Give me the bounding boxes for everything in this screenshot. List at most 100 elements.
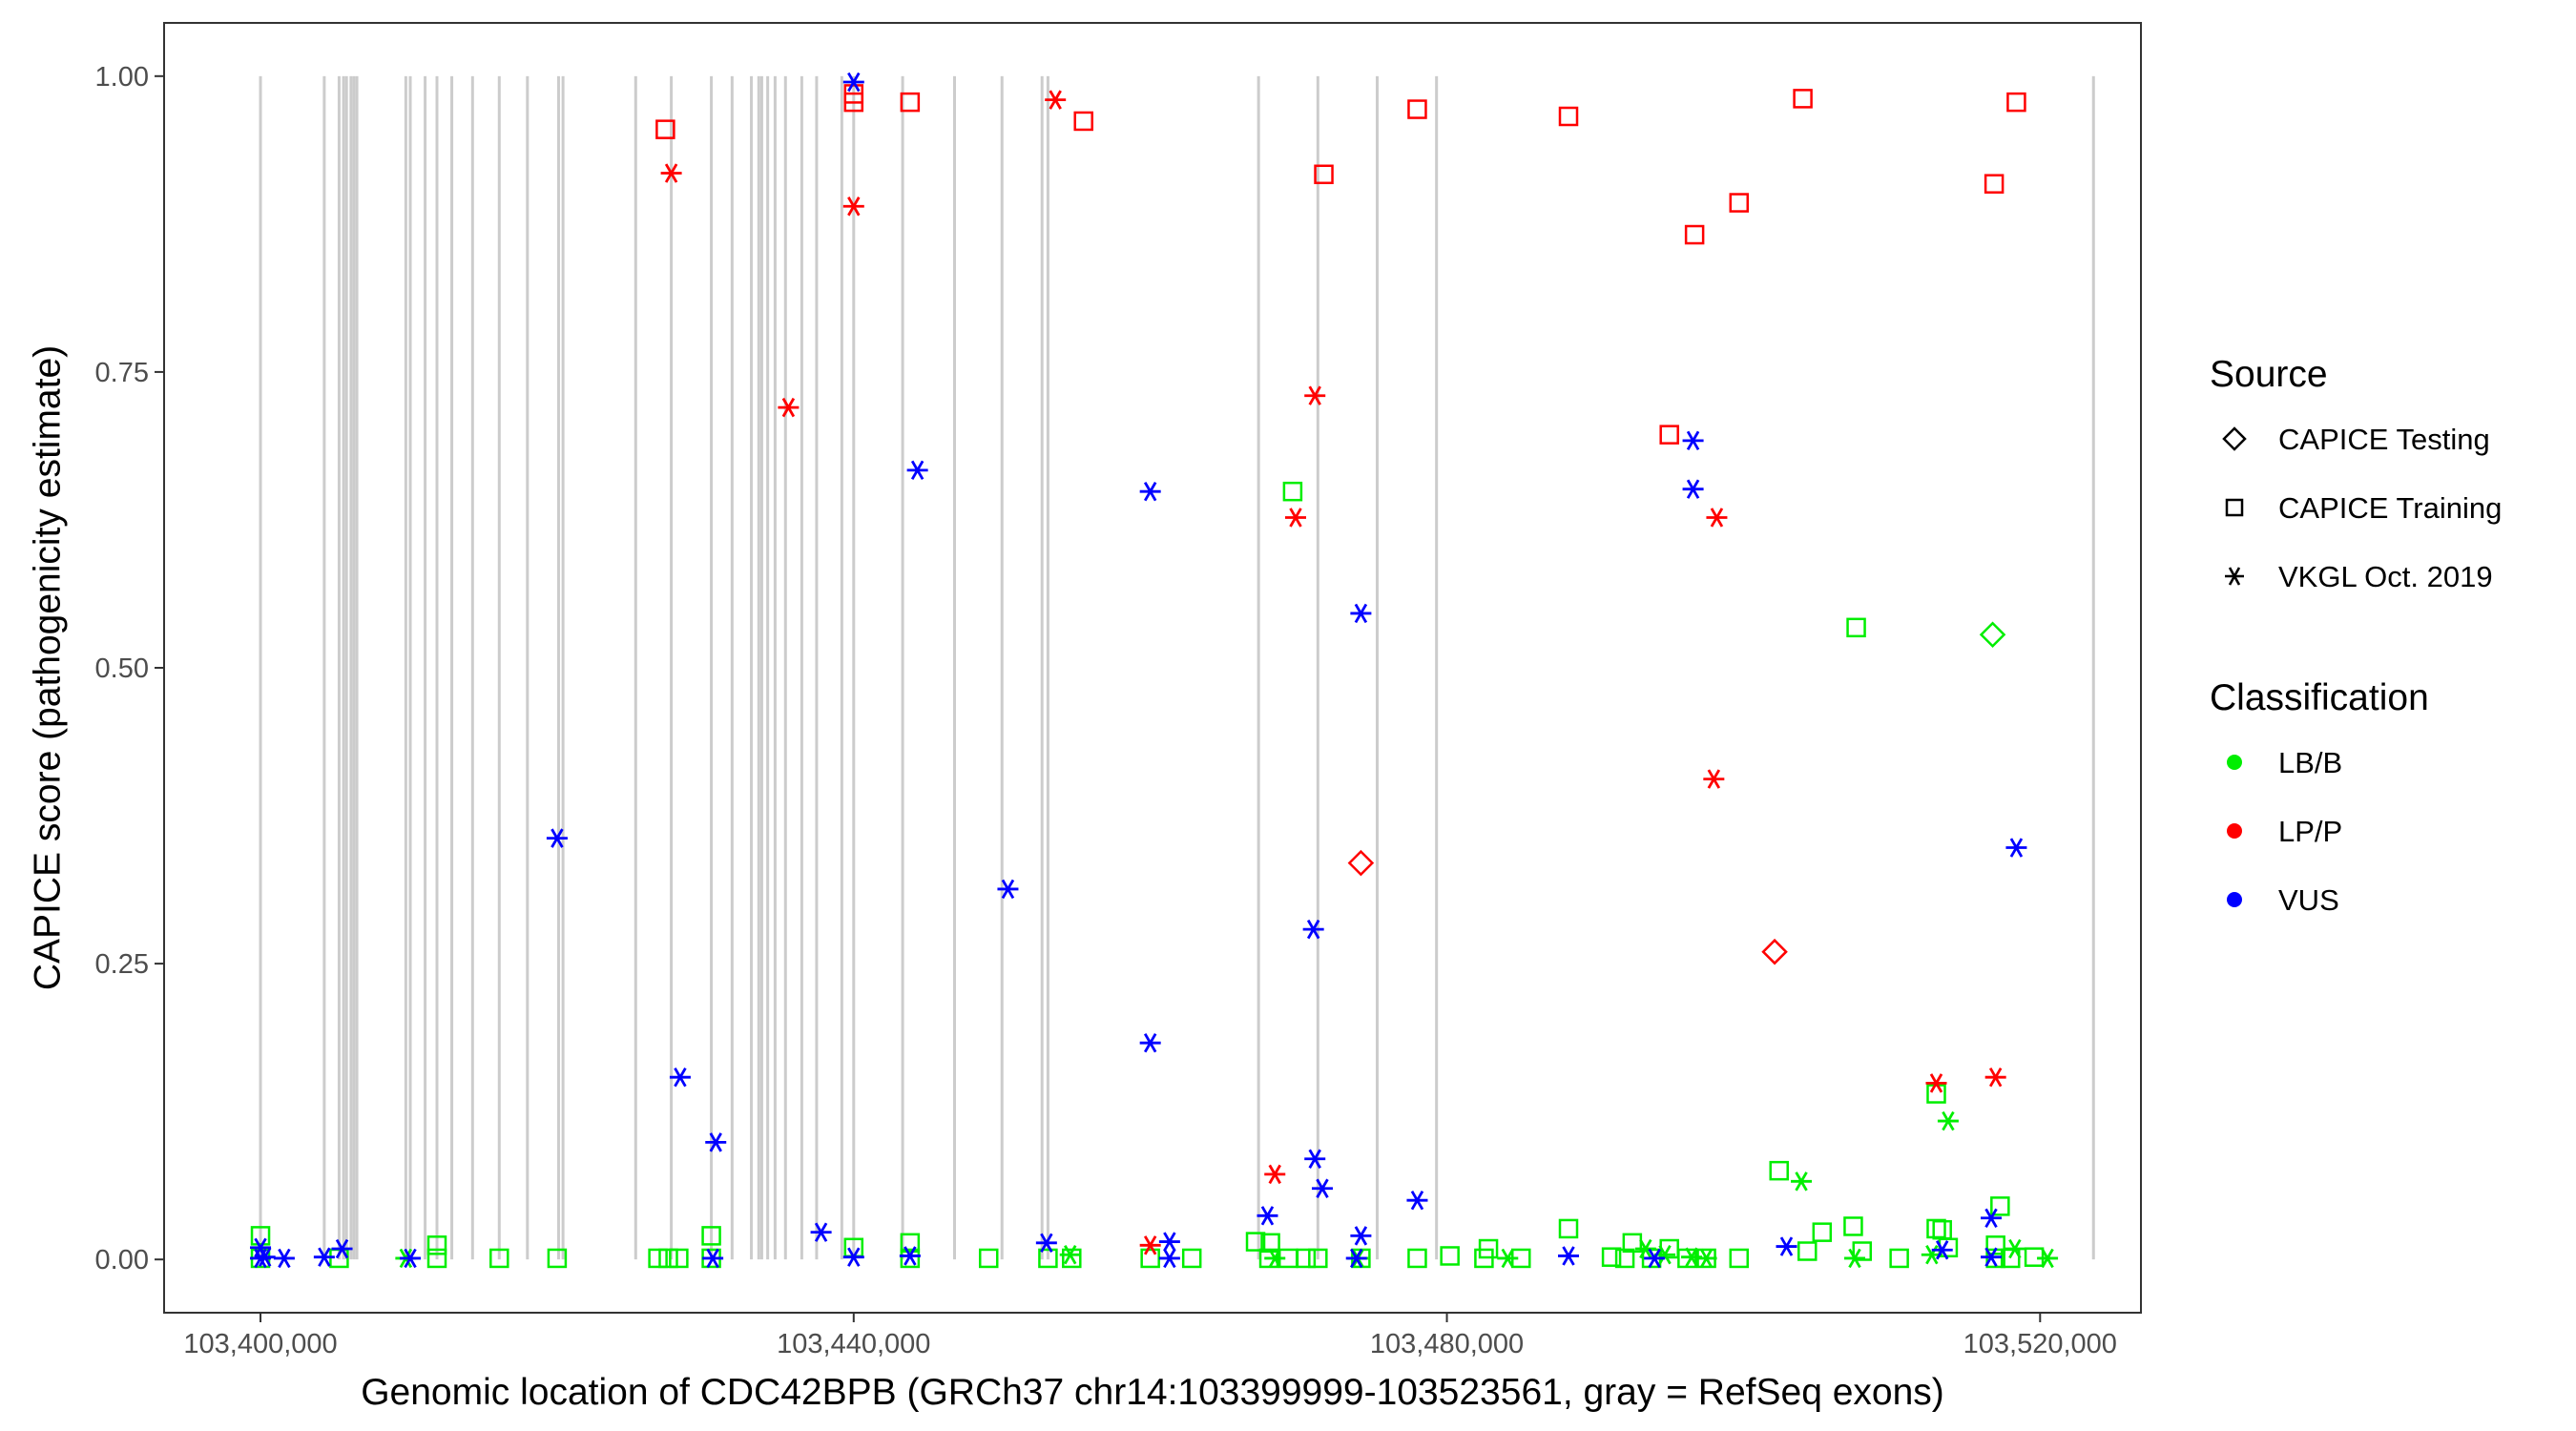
point-square (1659, 425, 1679, 445)
point-square (1314, 164, 1334, 185)
x-tick-label: 103,400,000 (183, 1329, 337, 1359)
point-square (1926, 1218, 1946, 1239)
point-asterisk (1791, 1172, 1813, 1192)
y-tick-label: 0.50 (95, 653, 149, 684)
point-asterisk (1035, 1233, 1057, 1254)
point-square (1729, 193, 1750, 213)
data-points (250, 72, 2059, 1269)
point-asterisk (1302, 919, 1324, 940)
point-asterisk (1059, 1245, 1081, 1265)
point-square (1440, 1246, 1460, 1266)
point-asterisk (1158, 1248, 1180, 1269)
point-square (1793, 89, 1813, 109)
point-asterisk (400, 1248, 422, 1269)
point-square (489, 1248, 509, 1269)
plot-panel-border (163, 22, 2142, 1314)
point-square (1181, 1248, 1202, 1269)
exon-lines (259, 75, 2095, 1260)
point-square (843, 84, 864, 104)
point-asterisk (1304, 385, 1326, 405)
legend-key-diamond (2222, 426, 2247, 451)
point-asterisk (1264, 1248, 1286, 1269)
point-square (701, 1226, 721, 1246)
point-asterisk (1406, 1190, 1428, 1211)
y-tick-label: 0.00 (95, 1245, 149, 1275)
legend: Source CAPICE Testing CAPICE Training VKGL … (2210, 354, 2502, 917)
point-asterisk (313, 1247, 335, 1267)
point-asterisk (1844, 1248, 1866, 1269)
point-square (1073, 111, 1093, 132)
point-asterisk (1045, 90, 1067, 110)
point-square (1038, 1248, 1058, 1269)
point-asterisk (1925, 1073, 1947, 1093)
point-asterisk (1139, 481, 1161, 502)
point-asterisk (702, 1248, 724, 1269)
point-square (1684, 224, 1705, 245)
point-asterisk (2004, 1238, 2025, 1259)
point-asterisk (1345, 1248, 1367, 1269)
point-square (1852, 1241, 1873, 1261)
point-square (1843, 1216, 1863, 1236)
point-asterisk (273, 1248, 295, 1269)
y-tick-label: 1.00 (95, 62, 149, 93)
point-asterisk (842, 197, 864, 217)
point-asterisk (1304, 1149, 1326, 1169)
y-tick-label: 0.25 (95, 949, 149, 980)
point-asterisk (899, 1246, 921, 1266)
point-square (547, 1248, 568, 1269)
point-asterisk (2005, 838, 2027, 858)
point-square (1407, 99, 1427, 119)
point-square (978, 1248, 999, 1269)
point-square (900, 1248, 921, 1269)
point-asterisk (1981, 1247, 2003, 1267)
point-asterisk (546, 828, 568, 848)
point-asterisk (1682, 479, 1704, 499)
point-asterisk (1981, 1208, 2003, 1228)
point-asterisk (1139, 1032, 1161, 1053)
point-square (2006, 92, 2026, 113)
point-asterisk (660, 163, 682, 183)
point-asterisk (1139, 1235, 1161, 1255)
legend-key-asterisk (2225, 567, 2244, 586)
point-square (1407, 1248, 1427, 1269)
point-asterisk (669, 1067, 691, 1088)
x-axis-title: Genomic location of CDC42BPB (GRCh37 chr… (361, 1372, 1944, 1413)
point-square (1797, 1241, 1818, 1261)
x-axis: 103,400,000 103,440,000 103,480,000 103,520… (183, 1313, 2117, 1359)
point-asterisk (331, 1238, 353, 1259)
point-asterisk (997, 879, 1019, 900)
point-asterisk (1703, 769, 1725, 789)
y-tick-label: 0.75 (95, 358, 149, 388)
point-asterisk (1264, 1164, 1286, 1185)
point-square (655, 119, 675, 139)
legend-label: VUS (2278, 883, 2339, 917)
legend-title: Classification (2210, 677, 2429, 718)
point-diamond (1761, 938, 1788, 965)
point-asterisk (1937, 1110, 1959, 1131)
point-asterisk (1497, 1248, 1519, 1269)
point-square (1474, 1248, 1494, 1269)
point-square (250, 1226, 271, 1246)
point-asterisk (2037, 1248, 2059, 1269)
point-square (1296, 1248, 1317, 1269)
y-axis: 0.00 0.25 0.50 0.75 1.00 (95, 62, 164, 1275)
legend-label: VKGL Oct. 2019 (2278, 560, 2493, 593)
point-asterisk (1706, 508, 1728, 528)
legend-key-dot (2227, 823, 2242, 839)
legend-title: Source (2210, 354, 2328, 395)
point-asterisk (1350, 1226, 1372, 1246)
point-asterisk (705, 1132, 727, 1152)
point-asterisk (1931, 1240, 1953, 1260)
y-axis-title: CAPICE score (pathogenicity estimate) (27, 345, 68, 990)
point-asterisk (842, 72, 864, 93)
point-square (1601, 1247, 1622, 1267)
point-asterisk (906, 460, 928, 481)
point-square (1984, 174, 2005, 194)
point-square (1846, 617, 1866, 638)
point-square (1558, 106, 1579, 127)
point-square (1990, 1196, 2010, 1216)
point-square (900, 1233, 921, 1254)
point-square (669, 1248, 689, 1269)
point-asterisk (1257, 1206, 1278, 1226)
